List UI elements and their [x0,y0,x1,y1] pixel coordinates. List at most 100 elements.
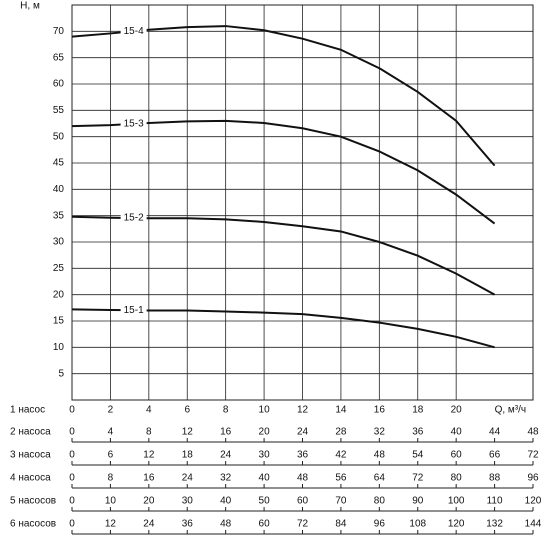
scale-tick-label: 100 [448,496,465,507]
scale-tick-label: 24 [220,450,232,461]
scale-tick-label: 36 [182,519,194,530]
curve-label: 15-2 [124,213,144,224]
scale-tick-label: 16 [143,473,155,484]
x-tick-label: 2 [108,405,114,416]
scale-tick-label: 40 [451,427,463,438]
scale-tick-label: 4 [108,427,114,438]
label-bg [120,304,147,317]
scale-tick-label: 30 [259,450,271,461]
scale-tick-label: 84 [335,519,347,530]
scale-tick-label: 20 [143,496,155,507]
row-label: 6 насосов [10,519,56,530]
label-bg [120,212,147,225]
scale-tick-label: 60 [259,519,271,530]
scale-tick-label: 72 [297,519,309,530]
x-tick-label: 14 [335,405,347,416]
scale-tick-label: 72 [412,473,424,484]
scale-tick-label: 6 [108,450,114,461]
row-label: 4 насоса [10,473,51,484]
x-tick-label: 0 [69,405,75,416]
y-tick-label: 40 [53,184,65,195]
scale-tick-label: 12 [143,450,155,461]
scale-tick-label: 24 [297,427,309,438]
scale-tick-label: 110 [487,496,503,507]
scale-tick-label: 40 [259,473,271,484]
scale-tick-label: 30 [182,496,194,507]
scale-tick-label: 80 [451,473,463,484]
y-tick-label: 25 [53,263,65,274]
x-tick-label: 18 [412,405,424,416]
scale-tick-label: 42 [335,450,347,461]
scale-tick-label: 70 [335,496,347,507]
scale-tick-label: 60 [451,450,463,461]
scale-tick-label: 64 [374,473,386,484]
y-tick-label: 20 [53,289,65,300]
y-tick-label: 65 [53,52,65,63]
scale-tick-label: 48 [220,519,232,530]
scale-tick-label: 90 [412,496,424,507]
scale-tick-label: 144 [525,519,542,530]
scale-tick-label: 8 [146,427,152,438]
x-tick-label: 20 [451,405,463,416]
scale-tick-label: 0 [69,427,75,438]
label-bg [120,25,147,38]
x-axis-label: Q, м³/ч [495,405,527,416]
scale-tick-label: 8 [108,473,114,484]
y-tick-label: 15 [53,316,65,327]
scale-tick-label: 54 [412,450,424,461]
scale-tick-label: 96 [527,473,539,484]
scale-tick-label: 36 [297,450,309,461]
y-tick-label: 55 [53,105,65,116]
scale-tick-label: 60 [297,496,309,507]
scale-tick-label: 80 [374,496,386,507]
x-tick-label: 16 [374,405,386,416]
x-tick-label: 6 [184,405,190,416]
scale-tick-label: 12 [105,519,117,530]
scale-tick-label: 120 [448,519,465,530]
scale-tick-label: 0 [69,519,75,530]
curve-label: 15-1 [124,305,144,316]
scale-tick-label: 132 [486,519,503,530]
x-tick-label: 4 [146,405,152,416]
pump-curve [71,215,496,296]
row-label: 2 насоса [10,427,51,438]
scale-tick-label: 40 [220,496,232,507]
scale-tick-label: 44 [489,427,501,438]
y-tick-label: 50 [53,131,65,142]
y-tick-label: 45 [53,158,65,169]
scale-tick-label: 16 [220,427,232,438]
scale-tick-label: 56 [335,473,347,484]
scale-tick-label: 48 [297,473,309,484]
row-label: 3 насоса [10,450,51,461]
y-tick-label: 60 [53,79,65,90]
scale-tick-label: 10 [105,496,117,507]
scale-tick-label: 66 [489,450,501,461]
pump-curve [71,25,496,167]
y-tick-label: 10 [53,342,65,353]
y-axis-label: H, м [20,1,40,12]
label-bg [120,118,147,131]
scale-tick-label: 28 [335,427,347,438]
scale-tick-label: 96 [374,519,386,530]
y-tick-label: 35 [53,210,65,221]
y-tick-label: 5 [58,368,64,379]
scale-tick-label: 36 [412,427,424,438]
scale-tick-label: 88 [489,473,501,484]
scale-tick-label: 50 [259,496,271,507]
scale-tick-label: 0 [69,496,75,507]
scale-tick-label: 48 [374,450,386,461]
x-tick-label: 8 [223,405,229,416]
scale-tick-label: 32 [220,473,232,484]
row-label: 1 насос [10,405,45,416]
scale-tick-label: 24 [143,519,155,530]
scale-tick-label: 108 [409,519,426,530]
x-tick-label: 10 [259,405,271,416]
row-label: 5 насосов [10,496,56,507]
x-tick-label: 12 [297,405,309,416]
scale-tick-label: 20 [259,427,271,438]
scale-tick-label: 120 [525,496,542,507]
scale-tick-label: 24 [182,473,194,484]
curve-label: 15-4 [124,26,144,37]
scale-tick-label: 32 [374,427,386,438]
